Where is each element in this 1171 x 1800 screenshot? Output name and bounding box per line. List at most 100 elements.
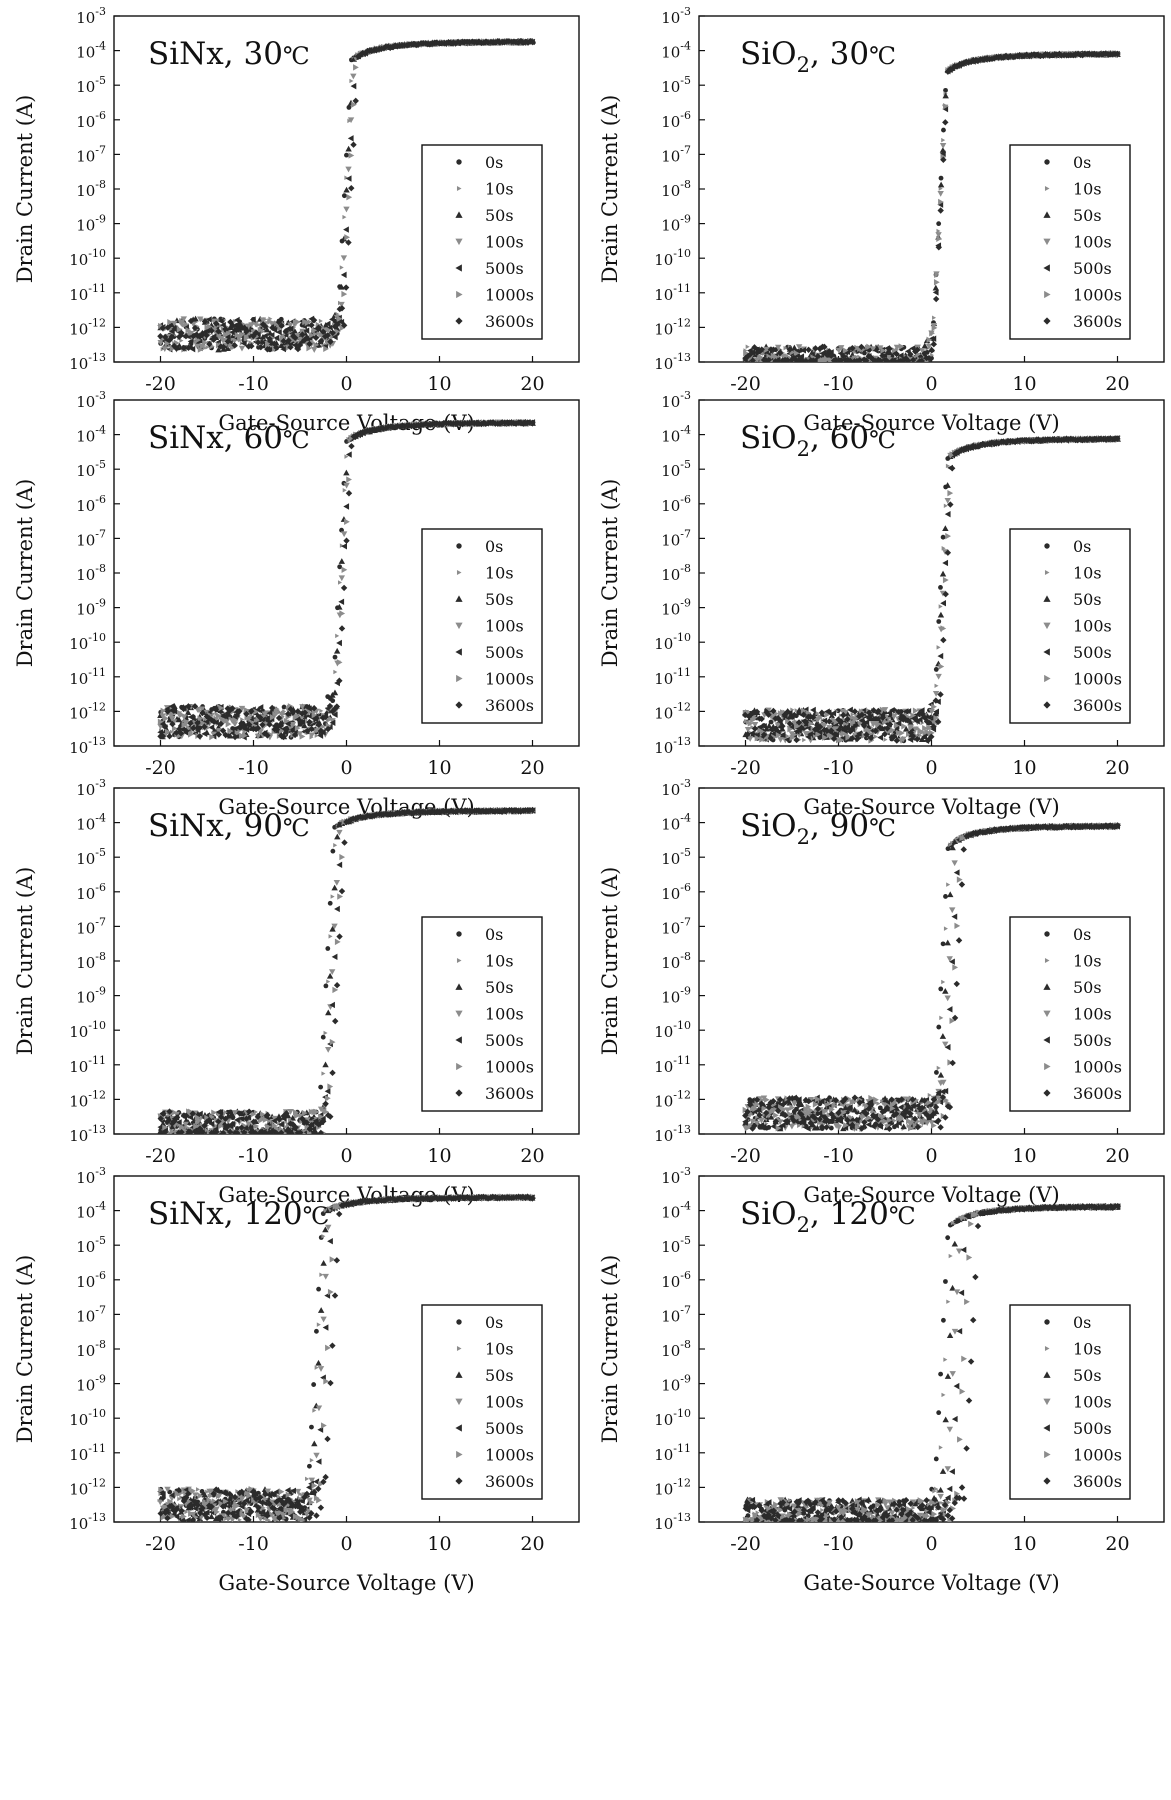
data-point [853,735,861,743]
data-point [299,733,306,740]
data-point [238,705,246,712]
data-point [313,715,320,722]
data-point [885,713,890,719]
data-point [327,338,334,345]
legend-marker [456,674,463,683]
y-tick-label: 10-10 [69,631,106,653]
y-tick-label: 10-3 [76,389,106,411]
data-point [505,38,513,45]
data-point [344,518,350,525]
data-point [348,152,355,159]
data-point [331,711,338,718]
data-point [188,329,194,337]
data-point [937,191,944,197]
data-point [941,137,946,143]
data-point [218,704,225,712]
y-tick-label: 10-4 [76,424,106,446]
data-point [884,358,891,362]
data-point [926,336,933,344]
data-point [243,726,250,733]
legend-label: 10s [1073,180,1102,199]
data-point [784,357,791,362]
data-point [232,318,237,324]
data-point [184,709,192,716]
data-point [319,708,324,714]
data-point [936,619,942,624]
chart-svg-sio2-30: -20 -10 0 10 2010-1310-1210-1110-1010-910-81… [598,5,1165,435]
data-point [227,727,234,735]
legend-label: 3600s [1073,312,1122,331]
data-point [350,73,357,80]
data-point [746,736,754,742]
data-point [339,543,344,548]
data-point [810,706,816,714]
data-point [765,707,772,714]
data-point [818,709,826,716]
data-point [800,347,806,354]
data-point [932,284,940,291]
data-point [944,68,952,75]
legend-marker [456,543,462,549]
data-point [246,714,253,722]
data-point [283,717,290,725]
data-point [772,726,778,734]
data-point [339,527,344,533]
data-point [180,316,187,323]
data-point [345,175,352,182]
data-point [926,714,932,721]
data-point [937,207,944,214]
series-3600s [157,419,536,741]
data-point [177,1122,182,1127]
data-point [225,720,232,728]
y-axis-label: Drain Current (A) [13,479,37,668]
data-point [282,328,289,335]
y-tick-label: 10-13 [654,351,691,373]
data-point [308,321,315,329]
legend-label: 50s [485,590,514,609]
y-tick-label: 10-6 [661,109,691,131]
legend-marker [1044,185,1050,192]
y-tick-label: 10-7 [661,143,691,165]
data-point [208,724,215,731]
data-point [315,726,322,733]
data-point [995,440,1002,447]
legend-label: 0s [1073,153,1091,172]
data-point [203,713,211,720]
x-tick-label: 0 [340,373,352,395]
x-tick-label: 0 [340,1145,352,1167]
y-tick-label: 10-12 [654,700,691,722]
data-point [334,328,341,335]
x-axis-label: Gate-Source Voltage (V) [803,795,1059,819]
data-point [222,731,229,739]
data-point [243,706,250,714]
data-point [176,732,183,739]
data-point [160,707,167,715]
data-point [280,710,287,717]
y-tick-label: 10-5 [76,846,106,868]
data-point [168,703,175,710]
data-point [170,719,178,726]
y-tick-label: 10-4 [661,40,691,62]
data-point [161,333,169,341]
data-point [945,463,950,469]
legend-box [421,144,543,340]
data-point [346,105,352,110]
data-point [222,717,229,725]
data-point [343,206,350,213]
x-tick-label: -10 [238,757,269,779]
data-point [774,722,782,729]
data-point [304,319,311,327]
legend-marker [1044,290,1051,299]
x-tick-label: -10 [238,1145,269,1167]
data-point [315,324,322,331]
data-point [751,714,758,721]
data-point [284,710,292,718]
x-axis-label: Gate-Source Voltage (V) [803,411,1059,435]
data-point [306,705,312,712]
x-tick-label: 20 [1105,757,1129,779]
y-tick-label: 10-6 [661,493,691,515]
data-point [1072,51,1079,59]
data-point [234,729,241,737]
